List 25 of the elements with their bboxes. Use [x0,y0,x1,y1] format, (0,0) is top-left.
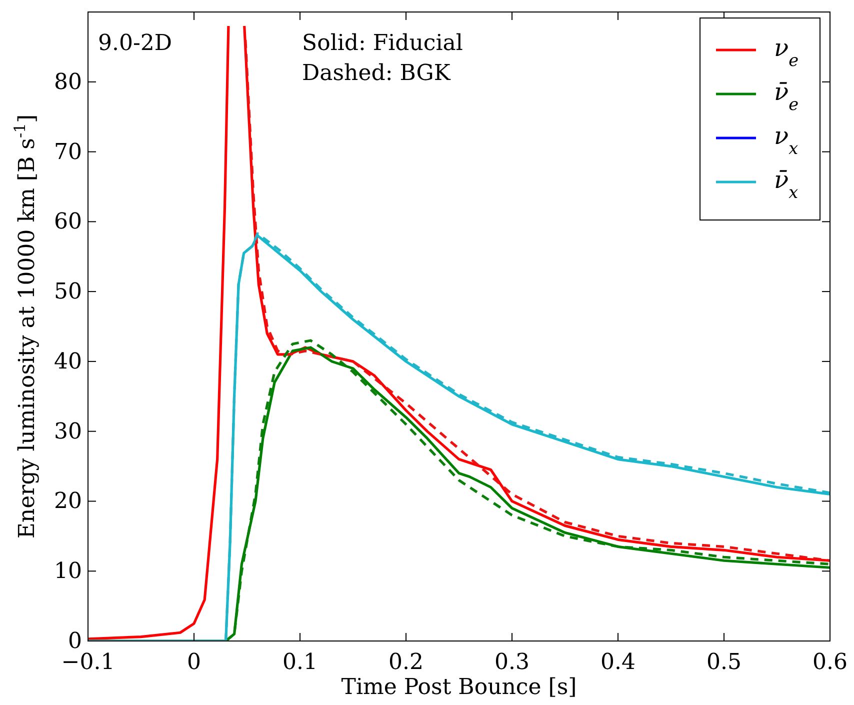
y-tick-label: 70 [54,140,82,165]
x-tick-label: 0.2 [388,650,424,675]
legend-label: ν̄$_{x}$ [774,166,799,202]
legend-label: ν̄$_{e}$ [774,78,799,114]
x-tick-label: 0.1 [282,650,318,675]
y-tick-label: 60 [54,210,82,235]
y-tick-label: 50 [54,280,82,305]
y-tick-label: 40 [54,349,82,374]
x-tick-label: 0.3 [494,650,530,675]
annotation: Solid: Fiducial [302,31,463,56]
x-tick-label: 0.4 [600,650,636,675]
annotation: 9.0-2D [98,31,172,56]
x-tick-label: 0 [187,650,201,675]
y-tick-label: 20 [54,489,82,514]
x-tick-label: 0.5 [706,650,742,675]
legend-label: ν$_{x}$ [774,122,799,158]
line-series [224,339,830,641]
x-axis-title: Time Post Bounce [s] [341,675,577,700]
y-tick-label: 10 [54,559,82,584]
y-tick-label: 80 [54,70,82,95]
annotation: Dashed: BGK [302,61,451,86]
line-series [88,234,830,641]
legend-label: ν$_{e}$ [774,34,799,70]
y-tick-label: 30 [54,419,82,444]
x-tick-label: 0.6 [812,650,848,675]
